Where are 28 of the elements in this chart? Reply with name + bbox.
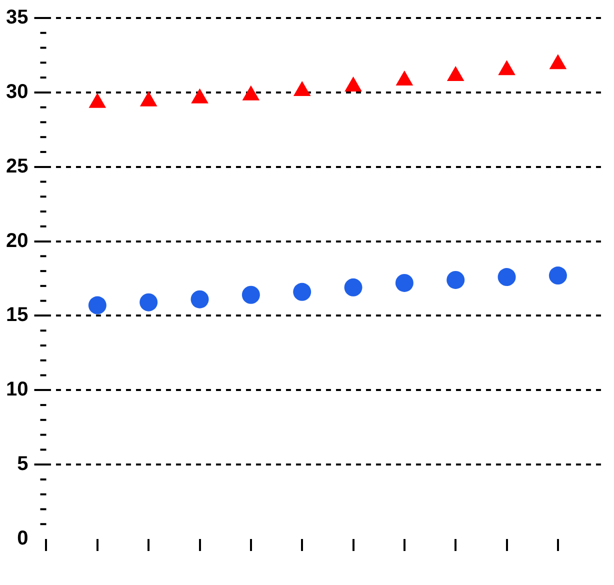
point	[88, 92, 106, 108]
point	[293, 80, 311, 96]
point	[446, 66, 464, 82]
point	[88, 296, 106, 314]
point	[140, 293, 158, 312]
point	[396, 70, 414, 86]
point	[242, 286, 260, 304]
point	[395, 274, 414, 292]
point	[191, 88, 208, 104]
point	[549, 54, 567, 70]
point	[344, 76, 362, 92]
point	[242, 85, 260, 100]
point	[498, 60, 516, 76]
y-tick-label: 5	[17, 453, 28, 476]
point	[498, 268, 516, 286]
point	[190, 290, 209, 308]
point	[548, 266, 567, 285]
point	[140, 91, 158, 106]
y-tick-label: 25	[6, 155, 28, 178]
point	[446, 270, 465, 289]
point	[293, 282, 312, 301]
y-tick-label: 15	[6, 304, 28, 326]
point	[344, 278, 362, 296]
y-tick-label: 30	[6, 80, 28, 103]
y-tick-label: 35	[6, 6, 28, 29]
y-tick-label: 20	[6, 230, 28, 252]
y-tick-label: 0	[17, 528, 28, 550]
y-tick-label: 10	[6, 378, 28, 401]
